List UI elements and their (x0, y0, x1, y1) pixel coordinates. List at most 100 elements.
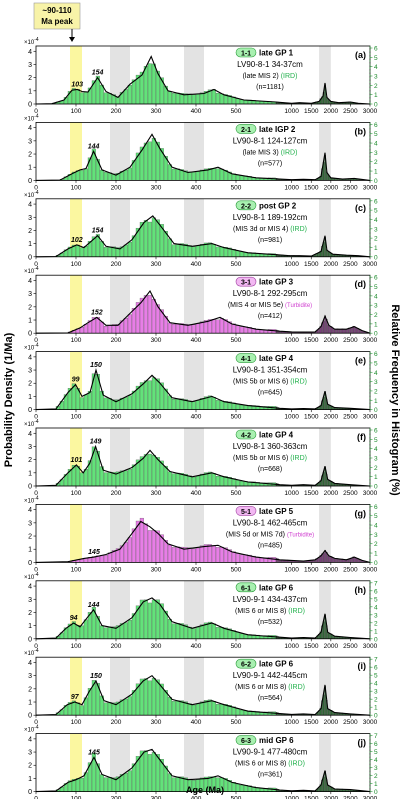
y-right-tick-label: 3 (374, 456, 378, 463)
histogram-bar (187, 324, 192, 334)
sample-badge (235, 582, 257, 593)
histogram-bar (207, 699, 212, 716)
panel-title: late GP 4 (259, 354, 294, 363)
x-tick-label: 400 (191, 261, 202, 268)
panel-letter: (h) (355, 585, 367, 595)
panel-letter: (f) (357, 432, 366, 442)
x-tick-label: 2000 (324, 414, 339, 421)
histogram-bar (187, 547, 192, 563)
x-tick-label: 200 (111, 414, 122, 421)
x-tick-label: 1500 (304, 184, 319, 191)
y-right-tick-label: 5 (374, 360, 378, 367)
y-right-tick-label: 4 (374, 141, 378, 148)
x-tick-label: 1000 (284, 184, 299, 191)
histogram-bar (127, 696, 132, 716)
x-tick-label: 500 (231, 719, 242, 726)
histogram-bar (131, 528, 136, 563)
y-left-tick-label: 4 (28, 278, 32, 285)
panel-letter: (a) (355, 50, 366, 60)
histogram-bar (167, 619, 172, 639)
histogram-bar (87, 157, 92, 181)
histogram-bar (147, 221, 152, 257)
panel-title: late GP 4 (259, 431, 294, 440)
y-left-tick-label: 0 (28, 102, 32, 109)
x-tick-label: 1500 (304, 261, 319, 268)
x-tick-label: 1000 (284, 261, 299, 268)
x-tick-label: 400 (191, 414, 202, 421)
y-exponent-power: -4 (34, 113, 39, 119)
histogram-bar (175, 92, 180, 105)
histogram-bar (99, 84, 104, 105)
x-tick-label: 100 (71, 108, 82, 115)
x-tick-label: 500 (231, 566, 242, 573)
histogram-bar (103, 555, 108, 563)
y-exponent-power: -4 (34, 648, 39, 654)
peak-label: 149 (90, 438, 102, 445)
sample-count: (n=645) (258, 390, 282, 397)
histogram-bar (83, 558, 88, 563)
histogram-bar (171, 399, 176, 410)
sample-name: LV90-9-1 434-437cm (233, 595, 308, 604)
histogram-bar (327, 785, 330, 792)
histogram-bar (123, 698, 128, 716)
histogram-bar (219, 168, 224, 181)
y-right-tick-label: 6 (374, 46, 378, 53)
y-exponent-label: ×10-4 (24, 495, 39, 504)
x-tick-label: 500 (231, 337, 242, 344)
x-tick-label: 1500 (304, 414, 319, 421)
x-tick-label: 2500 (343, 414, 358, 421)
histogram-bar (329, 786, 331, 792)
histogram-bar (195, 627, 200, 639)
histogram-bar (103, 397, 108, 410)
histogram-bar (147, 530, 152, 563)
histogram-bar (107, 777, 112, 792)
x-tick-label: 0 (34, 184, 38, 191)
y-right-tick-label: 3 (374, 74, 378, 81)
histogram-bar (171, 323, 176, 334)
histogram-bar (75, 465, 80, 487)
histogram-bar (123, 169, 128, 181)
histogram-bar (103, 627, 108, 639)
histogram-bar (239, 784, 244, 792)
histogram-bar (327, 555, 330, 563)
histogram-bar (119, 470, 124, 487)
y-right-tick-label: 0 (374, 178, 378, 185)
histogram-bar (107, 93, 112, 105)
histogram-bar (327, 251, 330, 257)
histogram-bar (151, 299, 156, 334)
panel-1-1: 0 1 2 3 4 ×10-4 0 1 2 3 4 5 6 0 100 200 300 400 500 1000 150… (24, 37, 378, 115)
x-tick-label: 400 (191, 184, 202, 191)
histogram-bar (143, 66, 148, 105)
y-right-tick-label: 5 (374, 749, 378, 756)
panel-4-2: 0 1 2 3 4 ×10-4 0 1 2 3 4 5 6 0 100 200 300 400 500 1000 150… (24, 419, 378, 497)
y-exponent-power: -4 (34, 266, 39, 272)
sample-badge (235, 276, 257, 287)
y-right-tick-label: 2 (374, 620, 378, 627)
y-right-tick-label: 3 (374, 379, 378, 386)
histogram-bar (235, 250, 240, 257)
x-tick-label: 3000 (363, 184, 378, 191)
x-tick-label: 100 (71, 184, 82, 191)
y-right-tick-label: 5 (374, 131, 378, 138)
panel-letter: (c) (355, 203, 366, 213)
y-right-tick-label: 1 (374, 398, 378, 405)
y-right-tick-label: 2 (374, 236, 378, 243)
sample-badge-id: 6-3 (241, 738, 251, 745)
y-left-tick-label: 4 (28, 507, 32, 514)
histogram-bar (167, 544, 172, 563)
y-right-tick-label: 4 (374, 217, 378, 224)
x-axis-label: Age (Ma) (186, 785, 224, 795)
y-exponent-power: -4 (34, 343, 39, 349)
y-right-tick-label: 6 (374, 275, 378, 282)
panel-title: post GP 2 (259, 201, 297, 210)
histogram-bar (131, 464, 136, 487)
histogram-bar (175, 168, 180, 181)
histogram-bar (239, 633, 244, 639)
histogram-bar (151, 752, 156, 792)
histogram-bar (215, 246, 220, 257)
sample-count: (n=564) (258, 695, 282, 702)
histogram-bar (329, 325, 331, 334)
histogram-bar (199, 624, 204, 639)
sample-badge-id: 3-1 (241, 280, 251, 287)
kde-curve (35, 444, 371, 487)
